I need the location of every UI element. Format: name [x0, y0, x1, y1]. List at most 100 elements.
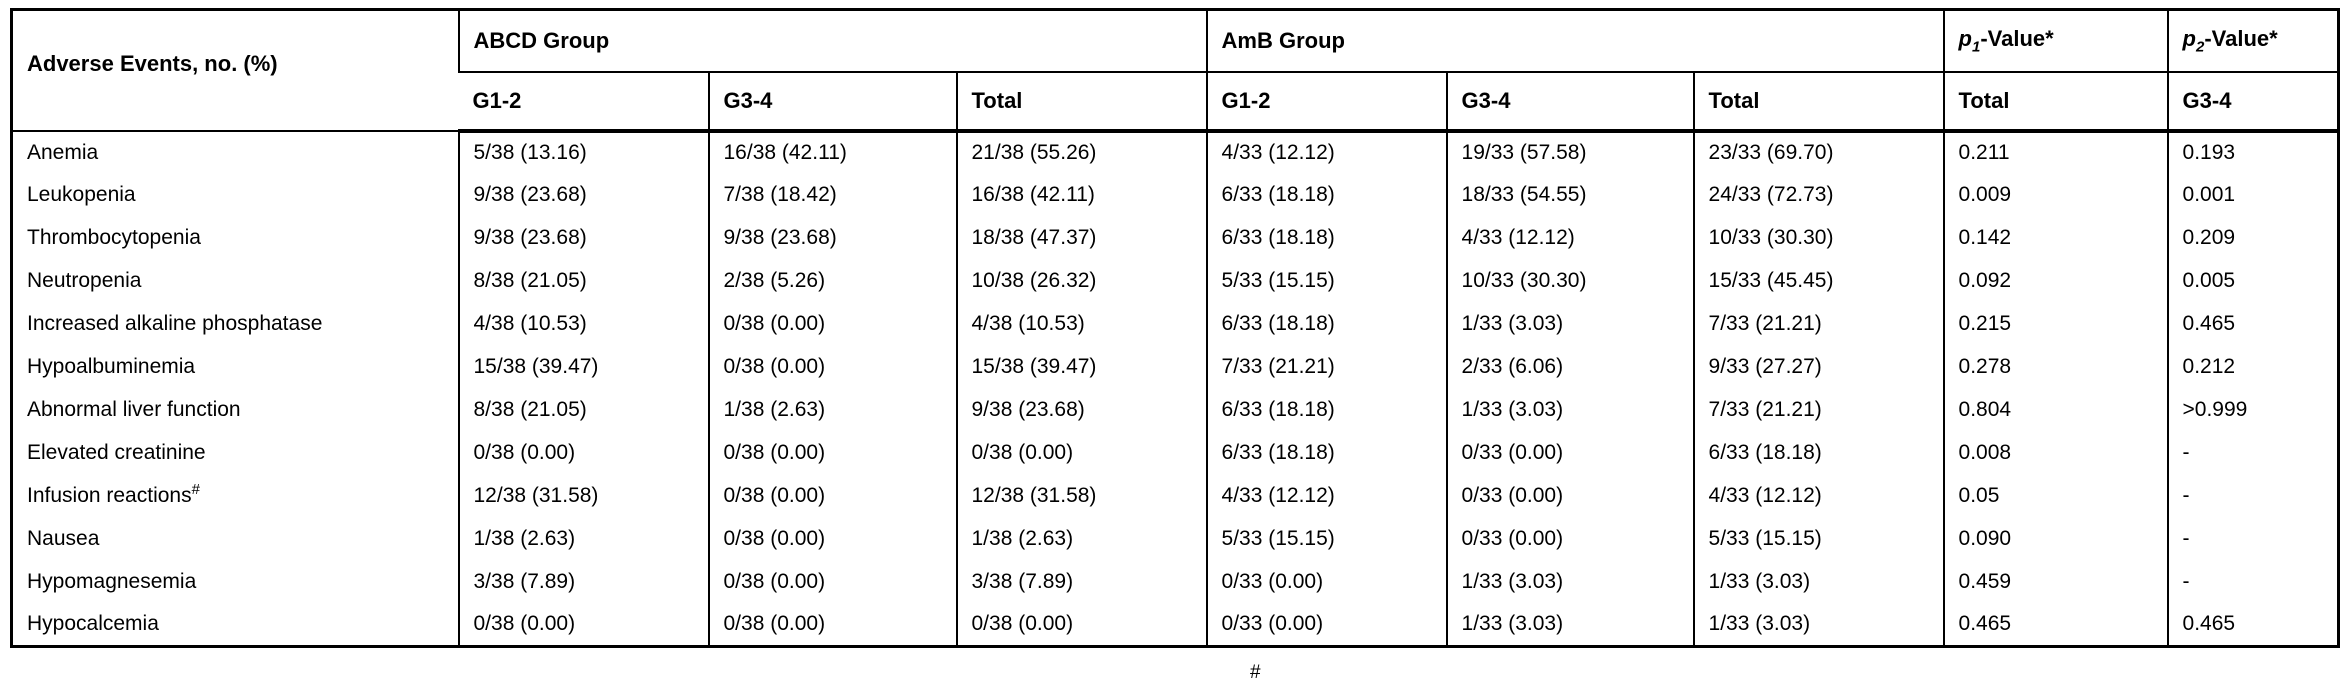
row-label-text: Hypomagnesemia	[27, 570, 197, 593]
data-cell: 15/38 (39.47)	[457, 345, 709, 389]
data-cell: 6/33 (18.18)	[1205, 173, 1447, 217]
data-cell: 8/38 (21.05)	[457, 259, 709, 303]
data-cell: 0.193	[2166, 130, 2339, 174]
data-cell: 0/33 (0.00)	[1445, 517, 1694, 561]
data-cell: 0.465	[1942, 603, 2168, 647]
row-label-text: Nausea	[27, 527, 100, 550]
data-cell: 7/33 (21.21)	[1205, 345, 1447, 389]
sub-header-row: G1-2 G3-4 Total G1-2 G3-4 Total Total G3…	[12, 71, 2339, 133]
data-cell: 0.009	[1942, 173, 2168, 217]
data-cell: 0/38 (0.00)	[457, 431, 709, 475]
row-label: Increased alkaline phosphatase	[12, 303, 459, 346]
data-cell: 0/38 (0.00)	[707, 603, 957, 647]
row-label-text: Hypoalbuminemia	[27, 355, 196, 378]
data-cell: 10/33 (30.30)	[1692, 216, 1944, 260]
data-cell: 7/33 (21.21)	[1692, 388, 1944, 432]
data-cell: 0.001	[2166, 173, 2339, 217]
data-cell: 18/38 (47.37)	[955, 216, 1207, 260]
adverse-events-table: Adverse Events, no. (%) ABCD Group AmB G…	[10, 8, 2341, 648]
data-cell: 1/38 (2.63)	[457, 517, 709, 561]
data-cell: 8/38 (21.05)	[457, 388, 709, 432]
data-cell: 0/38 (0.00)	[955, 603, 1207, 647]
data-cell: 3/38 (7.89)	[457, 560, 709, 604]
data-cell: 6/33 (18.18)	[1205, 302, 1447, 346]
data-cell: 0.459	[1942, 560, 2168, 604]
data-cell: 23/33 (69.70)	[1692, 130, 1944, 174]
data-cell: -	[2166, 474, 2339, 518]
data-cell: 7/38 (18.42)	[707, 173, 957, 217]
table-row-hypomagnesemia: Hypomagnesemia 3/38 (7.89) 0/38 (0.00) 3…	[12, 560, 2339, 604]
table-row-nausea: Nausea 1/38 (2.63) 0/38 (0.00) 1/38 (2.6…	[12, 517, 2339, 561]
row-label: Hypocalcemia	[12, 604, 459, 647]
data-cell: 9/38 (23.68)	[955, 388, 1207, 432]
data-cell: 6/33 (18.18)	[1692, 431, 1944, 475]
row-label-text: Infusion reactions	[27, 484, 192, 507]
data-cell: 0/33 (0.00)	[1445, 474, 1694, 518]
row-label-text: Thrombocytopenia	[27, 226, 201, 249]
data-cell: 12/38 (31.58)	[457, 474, 709, 518]
row-label: Thrombocytopenia	[12, 217, 459, 260]
row-label-superscript: #	[191, 481, 200, 498]
row-label: Abnormal liver function	[12, 389, 459, 432]
data-cell: 1/33 (3.03)	[1445, 302, 1694, 346]
data-cell: 1/33 (3.03)	[1445, 388, 1694, 432]
data-cell: 2/38 (5.26)	[707, 259, 957, 303]
data-cell: 0/38 (0.00)	[707, 474, 957, 518]
p1-value-header: p1-Value*	[1942, 9, 2168, 73]
group-header-amb: AmB Group	[1205, 9, 1944, 73]
data-cell: 0.05	[1942, 474, 2168, 518]
col-header-abcd-total: Total	[955, 71, 1207, 133]
col-header-p1-total: Total	[1942, 71, 2168, 133]
data-cell: 10/38 (26.32)	[955, 259, 1207, 303]
data-cell: 0.209	[2166, 216, 2339, 260]
adverse-events-table-container: Adverse Events, no. (%) ABCD Group AmB G…	[10, 8, 2341, 648]
row-label: Hypomagnesemia	[12, 561, 459, 604]
data-cell: -	[2166, 517, 2339, 561]
table-row-elevated-creatinine: Elevated creatinine 0/38 (0.00) 0/38 (0.…	[12, 431, 2339, 475]
data-cell: 12/38 (31.58)	[955, 474, 1207, 518]
data-cell: 4/33 (12.12)	[1445, 216, 1694, 260]
table-row-infusion-reactions: Infusion reactions# 12/38 (31.58) 0/38 (…	[12, 474, 2339, 518]
data-cell: 1/33 (3.03)	[1445, 560, 1694, 604]
col-header-abcd-g34: G3-4	[707, 71, 957, 133]
table-row-leukopenia: Leukopenia 9/38 (23.68) 7/38 (18.42) 16/…	[12, 173, 2339, 217]
row-label: Elevated creatinine	[12, 432, 459, 475]
data-cell: 21/38 (55.26)	[955, 130, 1207, 174]
data-cell: 0.008	[1942, 431, 2168, 475]
data-cell: 0.465	[2166, 302, 2339, 346]
data-cell: 15/38 (39.47)	[955, 345, 1207, 389]
data-cell: 0/38 (0.00)	[707, 302, 957, 346]
data-cell: >0.999	[2166, 388, 2339, 432]
col-header-abcd-g12: G1-2	[458, 71, 709, 133]
group-header-abcd: ABCD Group	[457, 9, 1207, 73]
data-cell: 19/33 (57.58)	[1445, 130, 1694, 174]
data-cell: 16/38 (42.11)	[707, 130, 957, 174]
data-cell: 1/33 (3.03)	[1445, 603, 1694, 647]
data-cell: 4/33 (12.12)	[1205, 474, 1447, 518]
p2-symbol: p	[2182, 26, 2196, 52]
data-cell: 5/33 (15.15)	[1205, 259, 1447, 303]
data-cell: 0.142	[1942, 216, 2168, 260]
group-header-row: Adverse Events, no. (%) ABCD Group AmB G…	[11, 9, 2339, 132]
data-cell: 3/38 (7.89)	[955, 560, 1207, 604]
table-row-abnormal-liver-function: Abnormal liver function 8/38 (21.05) 1/3…	[12, 388, 2339, 432]
data-cell: 0.212	[2166, 345, 2339, 389]
data-cell: 1/33 (3.03)	[1692, 603, 1944, 647]
data-cell: 4/38 (10.53)	[955, 302, 1207, 346]
data-cell: 16/38 (42.11)	[955, 173, 1207, 217]
data-cell: 9/38 (23.68)	[457, 216, 709, 260]
data-cell: 0/38 (0.00)	[955, 431, 1207, 475]
data-cell: 0.090	[1942, 517, 2168, 561]
table-row-hypocalcemia: Hypocalcemia 0/38 (0.00) 0/38 (0.00) 0/3…	[12, 603, 2339, 647]
table-row-anemia: Anemia 5/38 (13.16) 16/38 (42.11) 21/38 …	[12, 130, 2339, 174]
row-label-text: Anemia	[27, 140, 99, 164]
data-cell: 5/38 (13.16)	[457, 130, 709, 174]
data-cell: 0.278	[1942, 345, 2168, 389]
data-cell: 24/33 (72.73)	[1692, 173, 1944, 217]
p2-suffix: -Value*	[2204, 26, 2278, 52]
data-cell: -	[2166, 560, 2339, 604]
data-cell: 9/38 (23.68)	[707, 216, 957, 260]
data-cell: 10/33 (30.30)	[1445, 259, 1694, 303]
data-cell: 0.092	[1942, 259, 2168, 303]
data-cell: 0/38 (0.00)	[457, 603, 709, 647]
